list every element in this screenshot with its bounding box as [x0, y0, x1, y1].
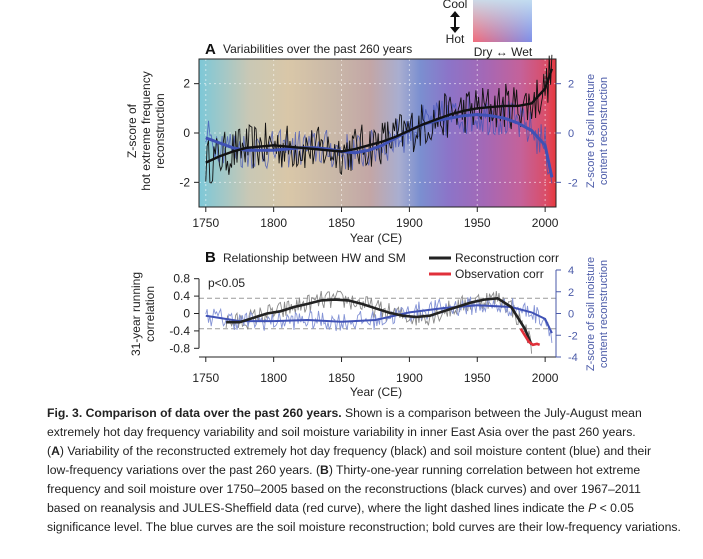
panel-a-xtick-label-1900: 1900	[396, 216, 423, 230]
recon-corr-annual-line	[225, 290, 533, 354]
legend-recon-label: Reconstruction corr	[455, 251, 559, 265]
caption-line-1: Shown is a comparison between the July-A…	[341, 406, 642, 420]
cool-hot-arrow-icon	[450, 11, 460, 33]
panel-b-ytick-label-0.4: 0.4	[173, 289, 190, 303]
caption-line-4b: ) Thirty-one-year running correlation be…	[328, 463, 641, 477]
panel-a-ytick-label--2: -2	[179, 175, 190, 189]
color-legend-swatch	[473, 0, 532, 42]
svg-text:31-year running: 31-year running	[129, 272, 143, 356]
panel-b-xtick-label-1850: 1850	[328, 371, 355, 385]
panel-b-xlabel: Year (CE)	[350, 385, 402, 399]
svg-text:Z-score of soil moisture: Z-score of soil moisture	[585, 257, 597, 371]
panel-b-annual-series	[205, 290, 553, 354]
caption-title: Fig. 3. Comparison of data over the past…	[47, 406, 342, 420]
svg-text:Z-score of: Z-score of	[125, 103, 139, 158]
legend-obs-label: Observation corr	[455, 267, 544, 281]
caption-a-label: A	[51, 444, 60, 458]
recon-corr-line	[226, 296, 533, 346]
panel-b-xtick-label-1750: 1750	[192, 371, 219, 385]
panel-a-xtick-label-1800: 1800	[260, 216, 287, 230]
caption-line-2: extremely hot day frequency variability …	[47, 425, 636, 439]
panel-a-letter: A	[205, 41, 216, 58]
panel-b-title: Relationship between HW and SM	[223, 251, 406, 265]
panel-a-xtick-label-1950: 1950	[464, 216, 491, 230]
panel-a-ylabel-left: Z-score of hot extreme frequency reconst…	[125, 71, 167, 190]
caption-line-4: low-frequency variations over the past 2…	[47, 463, 320, 477]
svg-text:correlation: correlation	[143, 286, 157, 342]
panel-a-ytick-right-label--2: -2	[568, 177, 578, 189]
panel-a-ytick-right-label-0: 0	[568, 128, 574, 140]
panel-a-ylabel-right: Z-score of soil moisture content reconst…	[585, 74, 610, 188]
panel-b-ytick-right-label--2: -2	[568, 330, 578, 342]
panel-b-ytick-right-label-4: 4	[568, 265, 574, 277]
panel-b-ylabel-right: Z-score of soil moisture content reconst…	[585, 257, 610, 371]
panel-b-xtick-label-1800: 1800	[260, 371, 287, 385]
caption-b-label: B	[320, 463, 329, 477]
svg-text:content reconstruction: content reconstruction	[598, 77, 610, 185]
caption-line-7: significance level. The blue curves are …	[47, 520, 681, 534]
panel-b-xtick-label-1900: 1900	[396, 371, 423, 385]
svg-text:Z-score of soil moisture: Z-score of soil moisture	[585, 74, 597, 188]
caption-line-6: based on reanalysis and JULES-Sheffield …	[47, 501, 589, 515]
panel-a-background	[199, 59, 556, 207]
svg-text:reconstruction: reconstruction	[153, 93, 167, 168]
svg-text:content reconstruction: content reconstruction	[598, 260, 610, 368]
panel-b-lowfreq-series	[205, 296, 553, 347]
soil-annual-line-b	[205, 296, 553, 343]
legend-dry-wet-label: Dry ↔ Wet	[474, 45, 533, 59]
panel-b-ylabel-left: 31-year running correlation	[129, 272, 157, 356]
hot-lowfreq-line	[205, 68, 554, 164]
caption-line-5: frequency and soil moisture over 1750–20…	[47, 482, 641, 496]
panel-b-pvalue: p<0.05	[208, 276, 245, 290]
panel-a-xlabel: Year (CE)	[350, 231, 402, 245]
caption-p-italic: P	[588, 501, 597, 515]
panel-b-ytick-label--0.8: -0.8	[169, 341, 190, 355]
caption-line-3: Variability of the reconstructed extreme…	[63, 444, 652, 458]
panel-b-xtick-label-2000: 2000	[532, 371, 559, 385]
legend-hot-label: Hot	[446, 32, 465, 46]
panel-a-title: Variabilities over the past 260 years	[223, 42, 412, 56]
panel-b-ytick-right-label--4: -4	[568, 352, 578, 364]
legend-cool-label: Cool	[443, 0, 468, 11]
panel-b-ytick-label-0: 0	[183, 307, 190, 321]
panel-a-xtick-label-1750: 1750	[192, 216, 219, 230]
panel-b-axes: 1750 1800 1850 1900 1950 2000 -0.8 -0.4 0 0.4 0.8 -…	[169, 265, 577, 385]
obs-corr-line	[519, 328, 541, 347]
panel-a-xtick-label-2000: 2000	[532, 216, 559, 230]
figure-canvas: Cool Hot Dry ↔ Wet A Variabilities over …	[125, 0, 610, 399]
panel-b-xtick-label-1950: 1950	[464, 371, 491, 385]
caption-line-6b: < 0.05	[596, 501, 634, 515]
panel-b-letter: B	[205, 249, 216, 266]
panel-b-ytick-label--0.4: -0.4	[169, 324, 190, 338]
panel-a-ytick-label-0: 0	[183, 126, 190, 140]
panel-a-xtick-label-1850: 1850	[328, 216, 355, 230]
soil-lowfreq-line	[205, 112, 554, 178]
panel-a-ytick-right-label-2: 2	[568, 79, 574, 91]
panel-b-ytick-right-label-2: 2	[568, 287, 574, 299]
panel-a-ytick-label-2: 2	[183, 77, 190, 91]
panel-a-lowfreq-series	[205, 68, 554, 178]
figure-caption: Fig. 3. Comparison of data over the past…	[47, 406, 681, 534]
panel-a-axes: 1750 1800 1850 1900 1950 2000 -2 -2 0 0 2 2	[179, 77, 577, 230]
soil-lowfreq-line-b	[205, 304, 553, 334]
panel-b-ytick-right-label-0: 0	[568, 309, 574, 321]
svg-text:hot extreme frequency: hot extreme frequency	[139, 71, 153, 190]
panel-b-ytick-label-0.8: 0.8	[173, 272, 190, 286]
